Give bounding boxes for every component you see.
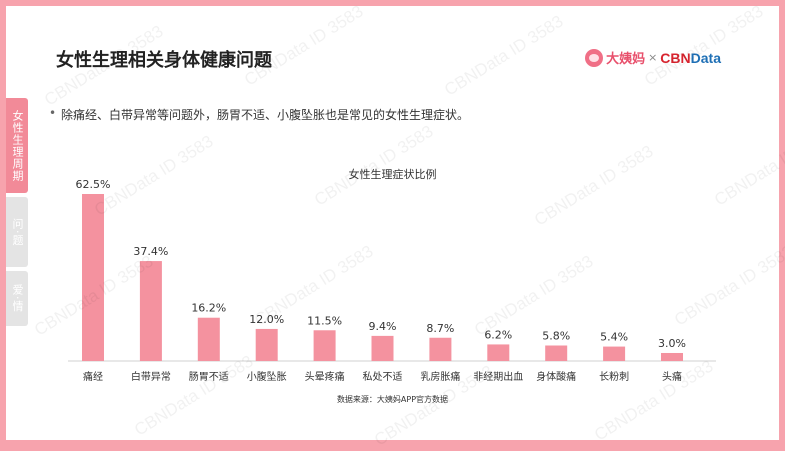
bar-1 bbox=[139, 261, 162, 361]
bar-value-label: 9.4% bbox=[369, 320, 397, 333]
x-tick-label: 非经期出血 bbox=[473, 370, 523, 383]
x-tick-label: 长粉刺 bbox=[599, 370, 629, 383]
x-tick-label: 白带异常 bbox=[131, 370, 171, 383]
bar-8 bbox=[545, 345, 568, 361]
cbndata-logo: CBNData bbox=[660, 50, 721, 66]
bar-value-label: 6.2% bbox=[484, 328, 512, 341]
side-tab-questions[interactable]: 问·题 bbox=[6, 197, 28, 267]
side-tab-love[interactable]: 爱·情 bbox=[6, 271, 28, 326]
x-tick-label: 肠胃不适 bbox=[189, 371, 229, 383]
bar-value-label: 16.2% bbox=[191, 302, 226, 315]
bar-5 bbox=[371, 335, 394, 361]
bar-value-label: 5.8% bbox=[542, 330, 570, 343]
x-tick-label: 头晕疼痛 bbox=[305, 370, 345, 383]
bar-0 bbox=[82, 194, 104, 361]
x-tick-label: 私处不适 bbox=[363, 371, 403, 383]
bar-6 bbox=[429, 337, 452, 361]
bar-3 bbox=[255, 328, 278, 361]
bar-value-label: 11.5% bbox=[307, 314, 342, 327]
x-tick-label: 身体酸痛 bbox=[536, 370, 576, 383]
brand-logo: 大姨妈 × CBNData bbox=[585, 48, 721, 67]
cbndata-logo-data: Data bbox=[690, 49, 721, 66]
bar-value-label: 8.7% bbox=[426, 322, 454, 335]
bar-10 bbox=[661, 352, 683, 361]
cbndata-logo-cbn: CBN bbox=[660, 49, 691, 66]
bar-value-label: 5.4% bbox=[600, 331, 628, 344]
page-title: 女性生理相关身体健康问题 bbox=[56, 50, 272, 71]
bullet-point: 除痛经、白带异常等问题外，肠胃不适、小腹坠胀也是常见的女性生理症状。 bbox=[49, 106, 469, 123]
x-tick-label: 乳房胀痛 bbox=[420, 370, 460, 383]
x-tick-label: 痛经 bbox=[83, 370, 103, 383]
bar-9 bbox=[603, 346, 626, 361]
bar-4 bbox=[313, 330, 336, 361]
data-source: 数据来源：大姨妈APP官方数据 bbox=[336, 395, 449, 404]
dayima-brand-text: 大姨妈 bbox=[606, 52, 646, 67]
bar-value-label: 3.0% bbox=[658, 337, 686, 350]
x-tick-label: 小腹坠胀 bbox=[247, 370, 287, 383]
dayima-logo-icon bbox=[585, 48, 604, 67]
logo-separator: × bbox=[648, 51, 658, 64]
side-tab-cycle[interactable]: 女性生理周期 bbox=[6, 98, 28, 193]
bar-value-label: 12.0% bbox=[249, 313, 284, 326]
side-tabs: 女性生理周期 问·题 爱·情 bbox=[6, 98, 30, 330]
chart-title: 女性生理症状比例 bbox=[348, 168, 437, 181]
bar-chart: 62.5% 痛经 37.4% 白带异常 16.2% 肠胃不适 12.0% 小腹坠胀 11.5% 头… bbox=[68, 178, 716, 383]
bar-7 bbox=[487, 344, 510, 361]
bar-value-label: 37.4% bbox=[133, 245, 168, 258]
slide: 女性生理周期 问·题 爱·情 女性生理相关身体健康问题 大姨妈 × CBNDat… bbox=[6, 1, 785, 450]
bar-value-label: 62.5% bbox=[76, 178, 111, 191]
x-tick-label: 头痛 bbox=[662, 370, 682, 383]
bar-2 bbox=[197, 317, 220, 361]
